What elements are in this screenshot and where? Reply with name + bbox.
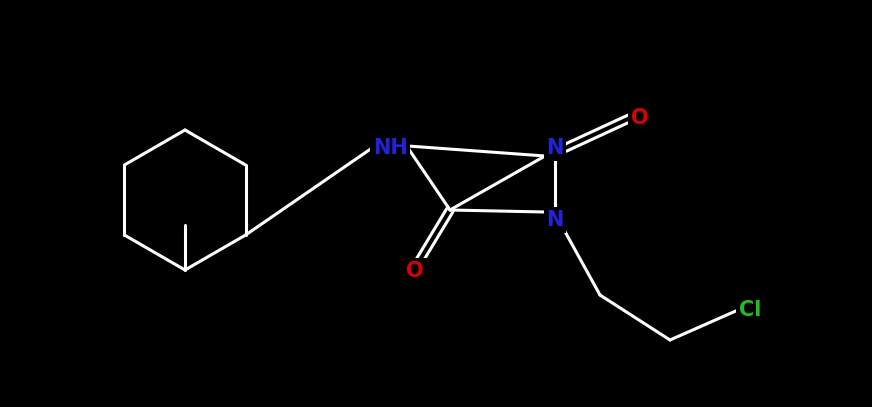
Text: O: O — [406, 261, 424, 281]
Text: N: N — [547, 210, 563, 230]
Text: NH: NH — [372, 138, 407, 158]
Text: O: O — [631, 108, 649, 128]
Text: N: N — [547, 138, 563, 158]
Text: Cl: Cl — [739, 300, 761, 320]
